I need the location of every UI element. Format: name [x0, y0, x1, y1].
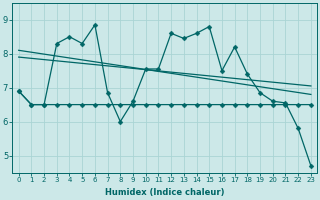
X-axis label: Humidex (Indice chaleur): Humidex (Indice chaleur): [105, 188, 225, 197]
